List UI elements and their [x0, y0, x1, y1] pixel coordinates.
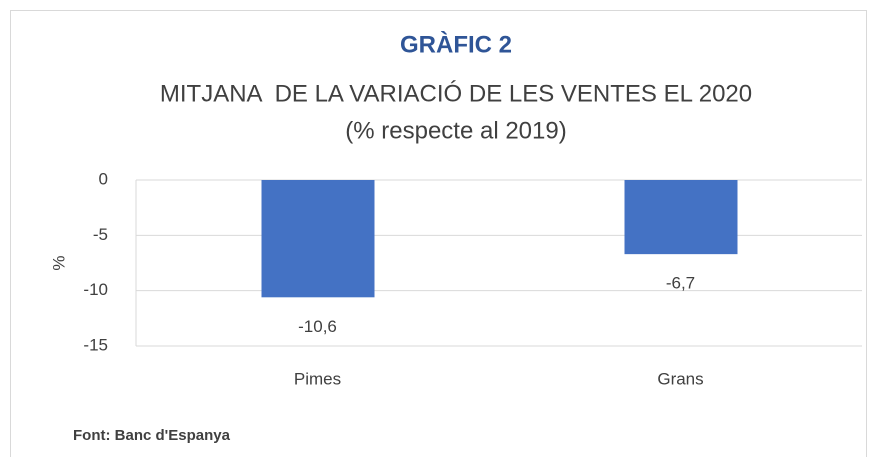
data-label: -10,6	[298, 317, 337, 336]
y-tick-label: -15	[83, 335, 108, 354]
chart-frame	[10, 10, 867, 457]
chart-title: GRÀFIC 2	[400, 30, 512, 58]
source-note: Font: Banc d'Espanya	[73, 427, 231, 444]
y-tick-label: -5	[93, 225, 108, 244]
x-tick-label: Pimes	[294, 369, 341, 388]
x-tick-label: Grans	[657, 369, 703, 388]
data-label: -6,7	[666, 274, 695, 293]
chart-subtitle: (% respecte al 2019)	[345, 117, 566, 144]
bar	[261, 180, 375, 298]
bar	[624, 180, 738, 255]
chart-subtitle: MITJANA DE LA VARIACIÓ DE LES VENTES EL …	[160, 80, 752, 107]
y-axis-label: %	[49, 255, 68, 270]
y-tick-label: 0	[99, 169, 108, 188]
y-tick-label: -10	[83, 280, 108, 299]
